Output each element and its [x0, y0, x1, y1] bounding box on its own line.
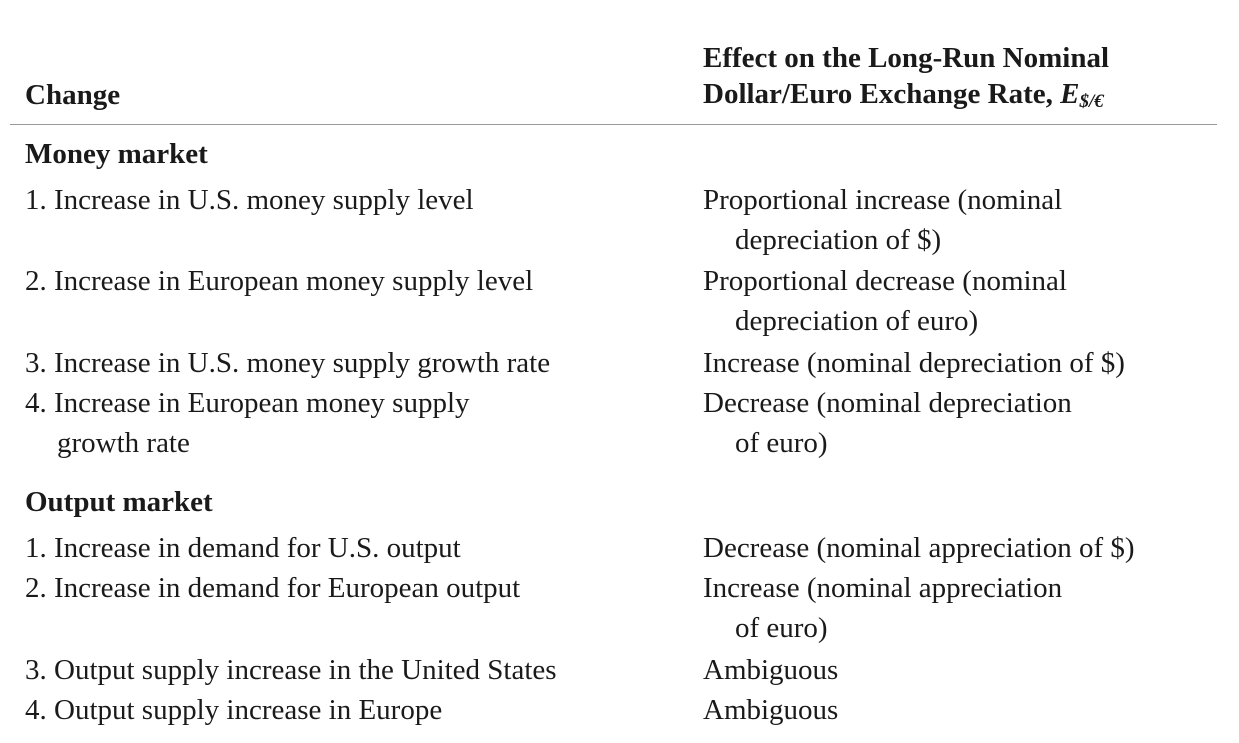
effect-line-continued: depreciation of $)	[735, 224, 942, 256]
table-row-change: 2. Increase in European money supply lev…	[25, 265, 534, 297]
table-row-change: 3. Output supply increase in the United …	[25, 654, 557, 686]
table-row-change: 4. Output supply increase in Europe	[25, 694, 443, 726]
effect-line: Proportional increase (nominal	[703, 184, 1063, 216]
table-row-effect: Ambiguous	[703, 694, 839, 726]
exchange-rate-subscript: $/€	[1079, 91, 1104, 112]
table-row-effect: Decrease (nominal depreciation of euro)	[703, 383, 1233, 463]
effect-line: Increase (nominal appreciation	[703, 572, 1063, 604]
table-row-effect: Decrease (nominal appreciation of $)	[703, 532, 1135, 564]
table-header-change: Change	[25, 79, 121, 111]
table-row-effect: Increase (nominal depreciation of $)	[703, 347, 1125, 379]
effect-header-line2-text: Dollar/Euro Exchange Rate,	[703, 78, 1053, 110]
change-line-continued: growth rate	[57, 427, 190, 459]
effect-line: Proportional decrease (nominal	[703, 265, 1067, 297]
table-row-effect: Ambiguous	[703, 654, 839, 686]
effect-header-line1: Effect on the Long-Run Nominal	[703, 42, 1110, 74]
table-row-effect: Increase (nominal appreciation of euro)	[703, 568, 1233, 648]
table-row-change: 1. Increase in demand for U.S. output	[25, 532, 461, 564]
table-row-change: 1. Increase in U.S. money supply level	[25, 184, 474, 216]
effect-line: Decrease (nominal depreciation	[703, 387, 1072, 419]
table-row-effect: Proportional increase (nominal depreciat…	[703, 180, 1233, 260]
effect-header-line2: Dollar/Euro Exchange Rate, E$/€	[703, 76, 1223, 112]
table-row-effect: Proportional decrease (nominal depreciat…	[703, 261, 1233, 341]
effect-line-continued: of euro)	[735, 427, 828, 459]
header-divider	[10, 124, 1217, 125]
effect-line-continued: of euro)	[735, 612, 828, 644]
section-title-output-market: Output market	[25, 486, 213, 518]
effect-line-continued: depreciation of euro)	[735, 305, 979, 337]
table-row-change: 3. Increase in U.S. money supply growth …	[25, 347, 551, 379]
table-row-change: 2. Increase in demand for European outpu…	[25, 572, 521, 604]
table-row-change: 4. Increase in European money supply gro…	[25, 383, 685, 463]
exchange-rate-symbol: E	[1060, 78, 1080, 110]
section-title-money-market: Money market	[25, 138, 208, 170]
table-header-effect: Effect on the Long-Run Nominal Dollar/Eu…	[703, 40, 1223, 112]
change-line: 4. Increase in European money supply	[25, 387, 470, 419]
